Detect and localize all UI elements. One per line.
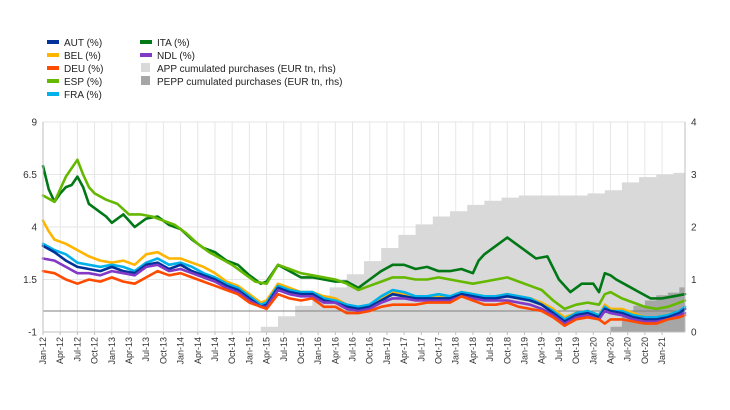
x-tick-label: Apr-13 <box>124 337 134 364</box>
legend: AUT (%) BEL (%) DEU (%) ESP (%) FRA (%) ITA (… <box>47 38 342 101</box>
x-tick-label: Apr-19 <box>537 337 547 364</box>
legend-swatch-fra <box>47 92 59 96</box>
x-tick-label: Jan-18 <box>451 337 461 365</box>
x-tick-label: Jan-13 <box>107 337 117 365</box>
x-tick-label: Jul-14 <box>210 337 220 362</box>
legend-label-aut: AUT (%) <box>64 38 102 49</box>
x-tick-label: Oct-12 <box>90 337 100 364</box>
x-tick-label: Jul-20 <box>623 337 633 362</box>
left-tick-label: 1.5 <box>23 275 37 286</box>
x-tick-label: Jan-14 <box>176 337 186 365</box>
yield-lines <box>41 158 687 327</box>
legend-swatch-aut <box>47 40 59 44</box>
x-tick-label: Oct-18 <box>502 337 512 364</box>
x-tick-label: Jan-15 <box>244 337 254 365</box>
x-tick-label: Jan-21 <box>657 337 667 365</box>
right-axis-ticks: 4 3 2 1 0 <box>691 118 697 339</box>
x-tick-label: Jul-12 <box>72 337 82 362</box>
legend-swatch-app-cumulated-purchases-eur-tn-rhs <box>141 63 150 72</box>
x-tick-label: Oct-14 <box>227 337 237 364</box>
x-tick-label: Apr-12 <box>55 337 65 364</box>
x-tick-label: Jul-13 <box>141 337 151 362</box>
x-tick-label: Jul-15 <box>279 337 289 362</box>
left-tick-label: 6.5 <box>23 170 37 181</box>
plot-frame <box>42 122 686 333</box>
left-axis-ticks: 9 6.5 4 1.5 -1 <box>23 118 37 339</box>
legend-swatch-ndl <box>140 53 152 57</box>
series-line-esp <box>41 158 687 311</box>
x-tick-label: Jul-16 <box>348 337 358 362</box>
x-tick-label: Apr-15 <box>262 337 272 364</box>
legend-label-deu: DEU (%) <box>64 64 103 75</box>
x-tick-label: Jan-17 <box>382 337 392 365</box>
left-tick-label: 9 <box>31 118 37 129</box>
series-line-aut <box>41 244 687 323</box>
series-line-fra <box>41 242 687 321</box>
x-tick-label: Apr-16 <box>330 337 340 364</box>
x-tick-label: Jan-20 <box>588 337 598 365</box>
x-tick-label: Jul-17 <box>416 337 426 362</box>
legend-label-app-cumulated-purchases-eur-tn-rhs: APP cumulated purchases (EUR tn, rhs) <box>157 64 336 75</box>
left-tick-label: -1 <box>28 328 37 339</box>
x-tick-label: Oct-13 <box>158 337 168 364</box>
right-tick-label: 0 <box>691 328 697 339</box>
legend-label-ita: ITA (%) <box>157 38 190 49</box>
series-line-ndl <box>41 257 687 325</box>
x-tick-label: Jul-18 <box>485 337 495 362</box>
legend-swatch-deu <box>47 66 59 70</box>
right-tick-label: 2 <box>691 223 697 234</box>
series-line-deu <box>41 269 687 327</box>
x-tick-label: Apr-20 <box>605 337 615 364</box>
legend-swatch-esp <box>47 79 59 83</box>
right-tick-label: 1 <box>691 275 697 286</box>
legend-swatch-bel <box>47 53 59 57</box>
legend-label-fra: FRA (%) <box>64 90 102 101</box>
x-tick-label: Oct-17 <box>434 337 444 364</box>
legend-swatch-ita <box>140 40 152 44</box>
legend-label-esp: ESP (%) <box>64 77 102 88</box>
x-tick-label: Jul-19 <box>554 337 564 362</box>
x-tick-label: Oct-16 <box>365 337 375 364</box>
x-tick-label: Oct-15 <box>296 337 306 364</box>
x-tick-label: Oct-20 <box>640 337 650 364</box>
x-axis-ticks: Jan-12 Apr-12 Jul-12 Oct-12 Jan-13 Apr-13 Jul-… <box>38 332 667 365</box>
x-tick-label: Jan-19 <box>520 337 530 365</box>
x-tick-label: Jan-12 <box>38 337 48 365</box>
x-tick-label: Apr-18 <box>468 337 478 364</box>
x-tick-label: Apr-14 <box>193 337 203 364</box>
legend-label-bel: BEL (%) <box>64 51 101 62</box>
right-tick-label: 3 <box>691 170 697 181</box>
legend-swatch-pepp-cumulated-purchases-eur-tn-rhs <box>141 76 150 85</box>
legend-label-pepp-cumulated-purchases-eur-tn-rhs: PEPP cumulated purchases (EUR tn, rhs) <box>157 77 342 88</box>
legend-label-ndl: NDL (%) <box>157 51 195 62</box>
series-line-ita <box>41 164 687 300</box>
x-tick-label: Oct-19 <box>571 337 581 364</box>
x-tick-label: Apr-17 <box>399 337 409 364</box>
x-tick-label: Jan-16 <box>313 337 323 365</box>
right-tick-label: 4 <box>691 118 697 129</box>
left-tick-label: 4 <box>31 223 37 234</box>
